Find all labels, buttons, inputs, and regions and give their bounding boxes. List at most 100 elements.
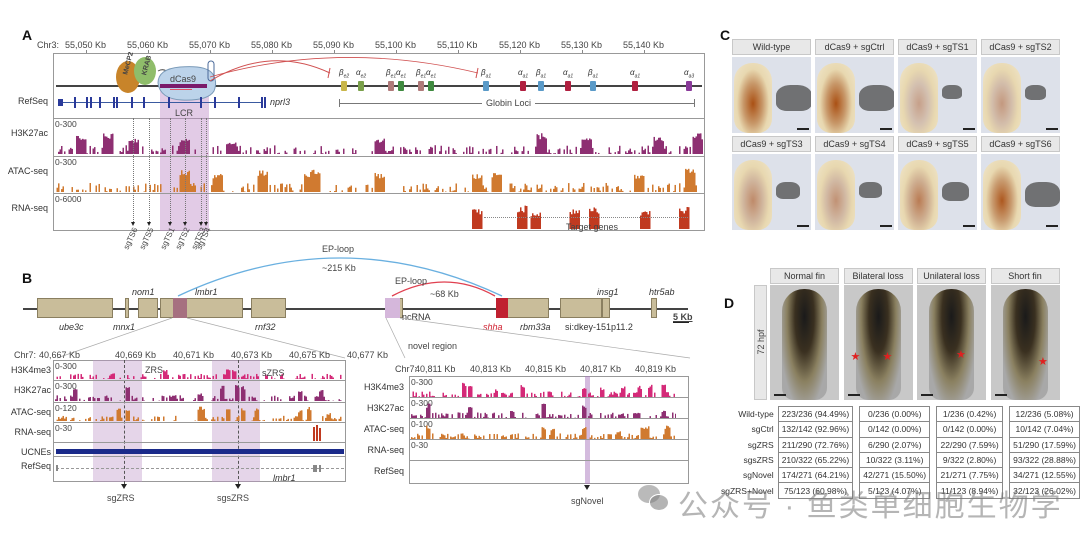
track-divider [53, 156, 705, 157]
dcas9-body [157, 66, 217, 101]
table-row: sgZRS+Novel 75/123 (60.98%) 5/123 (4.07%) 1… [718, 482, 1080, 499]
globin-gene-box [398, 81, 404, 91]
axis-tick-mark [86, 50, 87, 54]
scale-bar [994, 394, 1007, 396]
axis-tick-mark [520, 50, 521, 54]
track-range: 0-100 [411, 419, 433, 429]
track-range: 0-120 [55, 403, 77, 413]
target-site-bar [170, 89, 192, 90]
table-cell: 10/142 (7.04%) [1009, 421, 1080, 438]
table-cell: 22/290 (7.59%) [936, 436, 1004, 453]
table-cell: 0/142 (0.00%) [859, 421, 931, 438]
axis-tick-label: 40,677 Kb [347, 350, 389, 360]
globin-gene-label: αa3 [684, 68, 695, 80]
sgrna-arrow-icon [204, 222, 208, 226]
condition-header: dCas9 + sgTS4 [815, 136, 894, 152]
table-cell: 51/290 (17.59%) [1009, 436, 1080, 453]
track-range: 0-30 [411, 440, 429, 450]
novel-region-label: novel region [408, 341, 458, 351]
axis-tick-label: 40,675 Kb [289, 350, 331, 360]
embryo-photo [898, 154, 977, 230]
gene-label-bottom: shha [483, 322, 503, 332]
globin-gene-box [590, 81, 596, 91]
globin-gene-box [632, 81, 638, 91]
column-gap [853, 407, 860, 422]
exon-mark [200, 97, 202, 108]
scale-bar [847, 394, 860, 396]
gene-label-bottom: si:dkey-151p11.2 [565, 322, 633, 332]
embryo-photo [898, 57, 977, 133]
table-cell: 12/236 (5.08%) [1009, 405, 1080, 423]
exon-mark [74, 97, 76, 108]
axis-tick-label: 40,811 Kb [415, 364, 456, 374]
larva-photo [843, 285, 913, 400]
axis-tick-mark [396, 50, 397, 54]
larva-photo [917, 285, 986, 400]
globin-gene-label: αa1 [563, 68, 574, 80]
gene-label-bottom: mnx1 [113, 322, 136, 332]
ucne-bar [56, 449, 344, 454]
row-group-label: sgZRS+Novel [721, 485, 774, 496]
gene-box [602, 298, 610, 318]
staining-silhouette [776, 85, 811, 111]
krab-domain [134, 57, 156, 85]
row-group-label: sgCtrl [751, 424, 774, 435]
track-label: RNA-seq [367, 445, 404, 455]
sgrna-arrow-icon [168, 222, 172, 226]
phenotype-table: Wild-type 223/236 (94.49%) 0/236 (0.00%) 1/… [718, 405, 1080, 499]
stained-embryo [817, 160, 855, 230]
table-row: sgCtrl 132/142 (92.96%) 0/142 (0.00%) 0/142… [718, 421, 1080, 438]
globin-gene-box [358, 81, 364, 91]
refseq-label: RefSeq [17, 96, 48, 106]
globin-gene-box [538, 81, 544, 91]
globin-gene-label: αe1 [396, 68, 407, 80]
b-right-frame [409, 376, 689, 484]
axis-tick-label: 55,140 Kb [623, 40, 665, 50]
phenotype-header: Normal fin [770, 268, 839, 284]
larva-body [1002, 289, 1048, 400]
exon-mark [131, 97, 133, 108]
signal-track [58, 133, 703, 154]
ep-loop-215kb-arc [177, 257, 503, 297]
fin-defect-star-icon: ★ [850, 351, 861, 363]
track-label: ATAC-seq [10, 407, 51, 417]
table-cell: 11/123 (8.94%) [936, 482, 1004, 499]
staining-silhouette [942, 85, 962, 99]
table-cell: 0/236 (0.00%) [859, 405, 931, 423]
row-group-label: sgZRS [747, 439, 774, 450]
axis-tick-mark [272, 50, 273, 54]
table-row: sgsZRS 210/322 (65.22%) 10/322 (3.11%) 9/32… [718, 451, 1080, 469]
exon-mark [99, 97, 101, 108]
scale-bar [963, 128, 975, 130]
embryo-photo [815, 154, 894, 230]
track-divider [53, 402, 346, 403]
signal-track [472, 205, 690, 229]
column-gap [853, 437, 860, 452]
axis-tick-label: 55,080 Kb [251, 40, 293, 50]
gene-label-bottom: ube3c [59, 322, 84, 332]
row-group-label: Wild-type [738, 409, 774, 420]
staining-silhouette [1025, 182, 1060, 207]
signal-track [411, 425, 675, 439]
refseq-line [56, 468, 344, 469]
stained-embryo [734, 63, 772, 133]
stained-embryo [817, 63, 855, 133]
shha-gene-box [496, 298, 508, 318]
ep-loop-1-label: EP-loop [322, 244, 355, 254]
globin-gene-label: βa1 [481, 68, 492, 80]
panel-a-letter: A [22, 27, 33, 43]
condition-header: dCas9 + sgTS5 [898, 136, 977, 152]
axis-tick-label: 55,060 Kb [127, 40, 169, 50]
exon-mark [264, 97, 266, 108]
staining-silhouette [859, 85, 894, 111]
track-range: 0-300 [55, 381, 77, 391]
dcas9-label: dCas9 [170, 74, 197, 84]
gene-box [651, 298, 657, 318]
condition-header: dCas9 + sgTS1 [898, 39, 977, 55]
condition-header: Wild-type [732, 39, 811, 55]
gene-box [125, 298, 129, 318]
rna-peak [316, 425, 318, 441]
gene-label-bottom: ncRNA [402, 312, 431, 322]
bracket-right-tick [694, 99, 695, 107]
sgrna-guide-line [201, 118, 202, 224]
